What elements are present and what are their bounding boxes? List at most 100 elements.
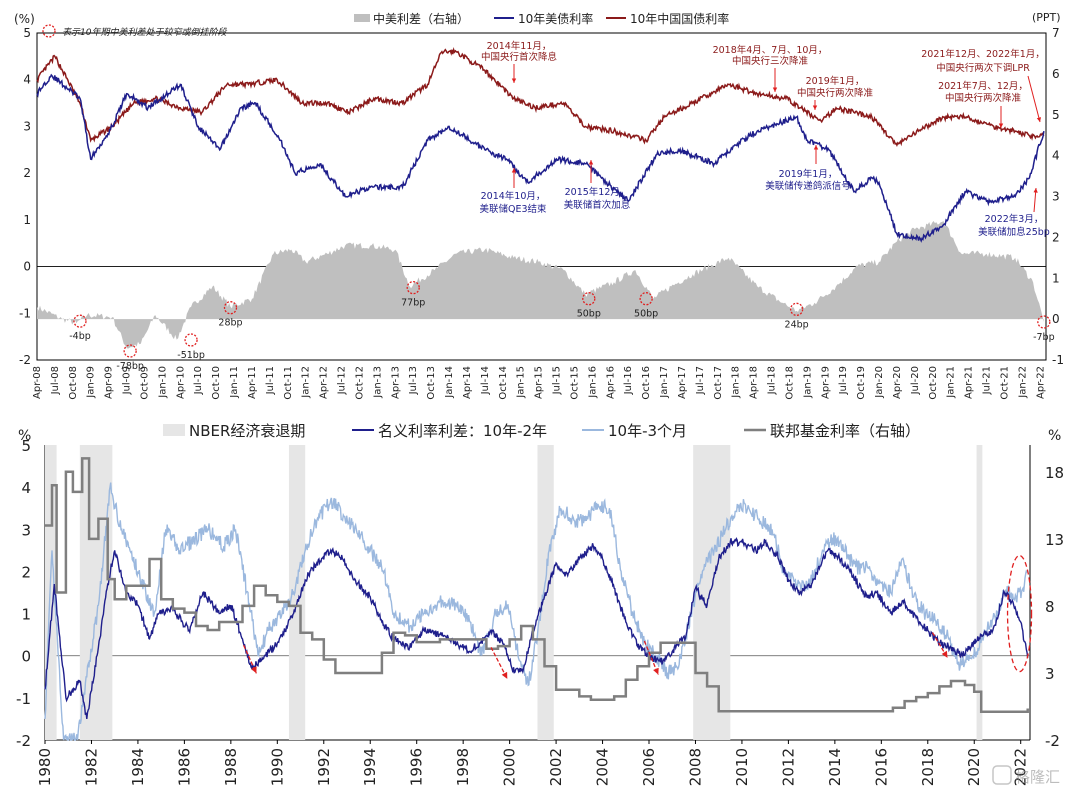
annotation-text: 美联储首次加息 xyxy=(564,199,631,211)
top-x-tick-label: Jul-18 xyxy=(767,366,778,395)
bottom-right-tick-label: 18 xyxy=(1045,464,1064,482)
top-x-tick-label: Oct-08 xyxy=(68,366,79,400)
top-right-tick-label: 4 xyxy=(1052,149,1060,163)
watermark-text: 格隆汇 xyxy=(1015,768,1060,786)
top-x-tick-label: Oct-13 xyxy=(426,366,437,400)
top-x-tick-label: Oct-18 xyxy=(785,366,796,400)
bottom-x-tick-label: 2016 xyxy=(872,748,890,786)
top-right-tick-label: 1 xyxy=(1052,271,1060,285)
narrow-spread-marker-icon xyxy=(639,292,653,306)
top-x-tick-label: Jan-18 xyxy=(731,366,742,399)
top-x-tick-label: Apr-22 xyxy=(1035,366,1046,399)
bottom-x-tick-label: 1994 xyxy=(361,748,379,786)
top-plot-frame xyxy=(36,32,1047,361)
legend-label-fedfunds: 联邦基金利率（右轴） xyxy=(770,422,920,440)
top-x-tick-label: Oct-17 xyxy=(713,366,724,400)
bottom-left-tick-label: 3 xyxy=(21,521,31,539)
bottom-x-tick-label: 2022 xyxy=(1012,748,1030,786)
bottom-left-tick-label: 1 xyxy=(21,606,31,624)
top-x-tick-label: Jan-21 xyxy=(946,366,957,399)
nber-recession-band xyxy=(45,445,57,740)
top-narrow-spread-markers: -4bp -78bp -51bp 28bp 77bp 50bp 50bp 24bp -7bp xyxy=(69,281,1055,372)
top-x-tick-label: Jul-08 xyxy=(50,366,61,395)
top-x-tick-label: Jul-12 xyxy=(337,366,348,395)
legend-swatch-spread xyxy=(354,14,370,22)
top-x-tick-label: Jul-16 xyxy=(623,366,634,395)
top-x-tick-label: Apr-16 xyxy=(605,366,616,399)
top-left-tick-label: 1 xyxy=(23,213,31,227)
bottom-x-tick-label: 1986 xyxy=(175,748,193,786)
top-left-tick-label: 5 xyxy=(23,26,31,40)
bottom-x-tick-label: 2020 xyxy=(965,748,983,786)
us10y-line xyxy=(36,73,1045,243)
annotation-arrowhead xyxy=(812,105,818,110)
annotation-arrowhead xyxy=(813,145,819,150)
top-x-tick-label: Apr-14 xyxy=(462,366,473,399)
annotation-text: 2018年4月、7月、10月， xyxy=(713,44,828,56)
annotation-text: 2021年7月、12月， xyxy=(938,80,1028,92)
top-x-tick-label: Jul-17 xyxy=(695,366,706,395)
annotation-text: 中国央行两次降准 xyxy=(797,87,874,99)
legend-label-us10y: 10年美债利率 xyxy=(518,11,593,26)
bottom-left-tick-label: 2 xyxy=(21,563,31,581)
top-x-tick-label: Jul-10 xyxy=(193,366,204,395)
legend-label-10y2y: 名义利率利差：10年-2年 xyxy=(378,422,547,440)
top-right-tick-label: 5 xyxy=(1052,108,1060,122)
narrow-spread-label: 28bp xyxy=(218,318,242,329)
narrow-spread-label: 50bp xyxy=(634,309,658,320)
top-x-tick-label: Jan-17 xyxy=(659,366,670,399)
annotation-text: 2019年1月， xyxy=(779,168,838,180)
bottom-x-tick-label: 1996 xyxy=(408,748,426,786)
bottom-arrows xyxy=(243,554,1033,680)
legend-label-spread: 中美利差（右轴） xyxy=(373,11,469,26)
bottom-x-tick-label: 1984 xyxy=(129,748,147,786)
bottom-legend: NBER经济衰退期 名义利率利差：10年-2年 10年-3个月 联邦基金利率（右… xyxy=(163,422,920,440)
annotation-text: 2022年3月， xyxy=(985,213,1044,225)
watermark-logo-icon xyxy=(992,765,1012,785)
top-x-tick-label: Jul-19 xyxy=(838,366,849,395)
top-x-tick-label: Apr-08 xyxy=(32,366,43,399)
annotation-text: 2015年12月， xyxy=(565,186,630,198)
bottom-x-tick-label: 2010 xyxy=(733,748,751,786)
watermark: 格隆汇 xyxy=(992,765,1060,786)
bottom-right-tick-label: 8 xyxy=(1045,598,1055,616)
top-x-tick-label: Apr-18 xyxy=(749,366,760,399)
annotation-arrowhead xyxy=(511,168,517,173)
top-x-tick-label: Jul-21 xyxy=(982,366,993,395)
top-left-unit: (%) xyxy=(14,12,35,26)
narrow-spread-marker-icon xyxy=(223,301,238,315)
legend-label-cn10y: 10年中国国债利率 xyxy=(630,11,729,26)
legend-swatch-nber xyxy=(163,424,185,436)
top-annotations: 2014年11月，中国央行首次降息 2018年4月、7月、10月，中国央行三次降准… xyxy=(479,40,1049,238)
top-right-tick-label: 2 xyxy=(1052,230,1060,244)
top-left-tick-label: 0 xyxy=(23,260,31,274)
top-x-tick-label: Jan-15 xyxy=(516,366,527,399)
bottom-right-tick-label: 3 xyxy=(1045,665,1055,683)
top-x-tick-label: Apr-09 xyxy=(104,366,115,399)
nber-recession-band xyxy=(79,445,113,740)
narrow-spread-label: -51bp xyxy=(177,350,205,361)
top-right-tick-label: 7 xyxy=(1052,26,1060,40)
bottom-right-unit: % xyxy=(1048,428,1061,444)
top-x-tick-label: Oct-16 xyxy=(641,366,652,400)
top-x-tick-label: Jan-10 xyxy=(157,366,168,399)
top-x-tick-label: Apr-19 xyxy=(820,366,831,399)
top-x-tick-label: Oct-21 xyxy=(999,366,1010,400)
legend-marker-dashed-circle xyxy=(42,24,56,38)
top-x-tick-label: Jan-12 xyxy=(301,366,312,399)
annotation-arrowhead xyxy=(772,87,778,92)
bottom-x-tick-label: 1980 xyxy=(36,748,54,786)
bottom-left-tick-label: -2 xyxy=(16,732,31,750)
annotation-text: 中国央行三次降准 xyxy=(732,55,809,67)
top-chart: 5 4 3 2 1 0 -1 -2 7 6 5 4 3 2 1 0 -1 Apr-08 Jul-08 Oct-08 Ja… xyxy=(14,11,1064,400)
bottom-series xyxy=(44,457,1029,741)
top-x-tick-label: Oct-11 xyxy=(283,366,294,400)
nber-recession-band xyxy=(976,445,983,740)
bottom-left-tick-label: 4 xyxy=(21,479,31,497)
top-x-tick-label: Jul-13 xyxy=(408,366,419,395)
annotation-text: 美联储加息25bp xyxy=(978,226,1050,238)
bottom-recession-bands xyxy=(45,445,983,740)
annotation-text: 中国央行两次降准 xyxy=(945,92,1022,104)
top-x-tick-label: Oct-12 xyxy=(355,366,366,400)
